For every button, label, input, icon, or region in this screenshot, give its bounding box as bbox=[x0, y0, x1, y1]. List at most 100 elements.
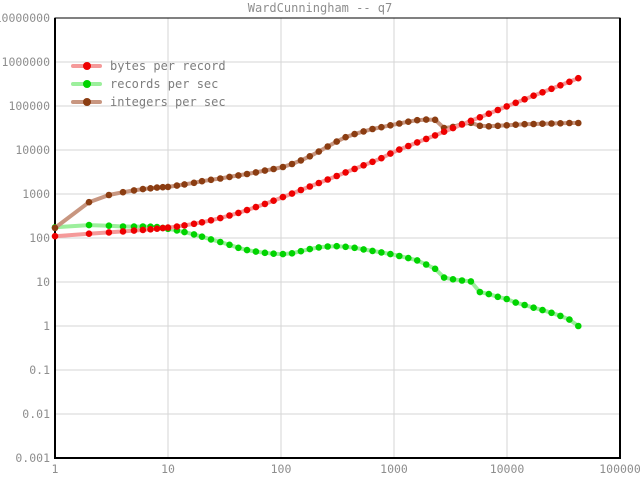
data-point bbox=[288, 160, 296, 168]
data-point bbox=[342, 133, 349, 141]
data-point bbox=[557, 120, 564, 127]
data-point bbox=[566, 316, 573, 323]
legend-label: records per sec bbox=[110, 77, 219, 91]
data-point bbox=[369, 158, 376, 166]
data-point bbox=[503, 295, 511, 303]
data-point bbox=[378, 154, 385, 162]
data-point bbox=[405, 142, 412, 150]
y-tick-label: 0.1 bbox=[29, 363, 50, 377]
data-point bbox=[351, 244, 358, 252]
data-point bbox=[315, 148, 323, 155]
data-point bbox=[252, 203, 260, 211]
data-point bbox=[476, 288, 484, 296]
data-point bbox=[306, 245, 314, 253]
x-tick-label: 1 bbox=[51, 462, 59, 476]
x-tick-label: 100000 bbox=[599, 462, 640, 476]
data-point bbox=[342, 169, 349, 176]
legend-item: bytes per record bbox=[71, 57, 226, 75]
y-tick-label: 10000000 bbox=[0, 11, 50, 25]
data-point bbox=[306, 153, 314, 160]
data-point bbox=[217, 238, 224, 246]
data-point bbox=[105, 191, 113, 199]
data-point bbox=[521, 96, 528, 103]
data-point bbox=[548, 120, 555, 127]
data-point bbox=[297, 186, 305, 194]
data-point bbox=[413, 116, 421, 124]
series-line-2 bbox=[53, 117, 581, 230]
data-point bbox=[159, 183, 167, 191]
x-tick-label: 100 bbox=[270, 462, 292, 476]
data-point bbox=[396, 252, 403, 260]
data-point bbox=[422, 261, 430, 268]
data-point bbox=[422, 116, 430, 123]
data-point bbox=[279, 250, 287, 258]
data-point bbox=[153, 225, 161, 232]
data-point bbox=[378, 249, 385, 256]
data-point bbox=[147, 185, 154, 192]
data-point bbox=[190, 231, 198, 238]
series-line-1 bbox=[53, 223, 581, 328]
data-point bbox=[575, 322, 582, 330]
data-point bbox=[261, 167, 269, 174]
data-point bbox=[181, 181, 188, 188]
data-point bbox=[351, 130, 358, 138]
data-point bbox=[324, 176, 332, 183]
data-point bbox=[85, 230, 93, 237]
data-point bbox=[369, 247, 376, 255]
data-point bbox=[279, 163, 287, 171]
data-point bbox=[190, 220, 198, 228]
data-point bbox=[270, 165, 277, 173]
y-tick-label: 10 bbox=[36, 275, 50, 289]
data-point bbox=[243, 246, 251, 254]
data-point bbox=[351, 165, 358, 173]
data-point bbox=[458, 277, 466, 284]
data-point bbox=[396, 120, 403, 127]
data-point bbox=[85, 221, 93, 229]
data-point bbox=[243, 206, 251, 214]
data-point bbox=[119, 188, 127, 196]
data-point bbox=[270, 197, 277, 204]
data-point bbox=[369, 125, 376, 133]
data-point bbox=[530, 120, 537, 128]
data-point bbox=[557, 312, 564, 320]
data-point bbox=[217, 214, 224, 222]
data-point bbox=[226, 173, 233, 181]
data-point bbox=[139, 226, 147, 234]
legend-dot bbox=[83, 62, 91, 70]
data-point bbox=[494, 293, 502, 301]
data-point bbox=[494, 122, 502, 130]
data-point bbox=[159, 224, 167, 232]
data-point bbox=[333, 138, 341, 145]
legend-item: integers per sec bbox=[71, 93, 226, 111]
data-point bbox=[164, 183, 172, 191]
data-point bbox=[521, 301, 528, 309]
data-point bbox=[297, 157, 305, 164]
y-tick-label: 1 bbox=[43, 319, 50, 333]
data-point bbox=[530, 304, 537, 312]
data-point bbox=[378, 123, 385, 131]
data-point bbox=[324, 143, 332, 150]
data-point bbox=[85, 198, 93, 206]
data-point bbox=[360, 246, 367, 253]
data-point bbox=[476, 122, 484, 130]
data-point bbox=[440, 128, 448, 135]
data-point bbox=[279, 193, 287, 201]
data-point bbox=[467, 117, 475, 125]
data-point bbox=[449, 276, 457, 283]
legend-line-sample bbox=[71, 62, 102, 70]
data-point bbox=[387, 150, 394, 157]
data-point bbox=[51, 224, 59, 232]
data-point bbox=[130, 187, 138, 194]
data-point bbox=[270, 250, 277, 257]
legend-line-sample bbox=[71, 80, 102, 88]
data-point bbox=[342, 243, 349, 251]
x-tick-label: 1000 bbox=[380, 462, 408, 476]
data-point bbox=[512, 99, 519, 107]
data-point bbox=[235, 209, 242, 217]
y-tick-label: 0.001 bbox=[15, 451, 50, 465]
data-point bbox=[261, 200, 269, 208]
data-point bbox=[252, 169, 260, 176]
data-point bbox=[530, 92, 537, 99]
